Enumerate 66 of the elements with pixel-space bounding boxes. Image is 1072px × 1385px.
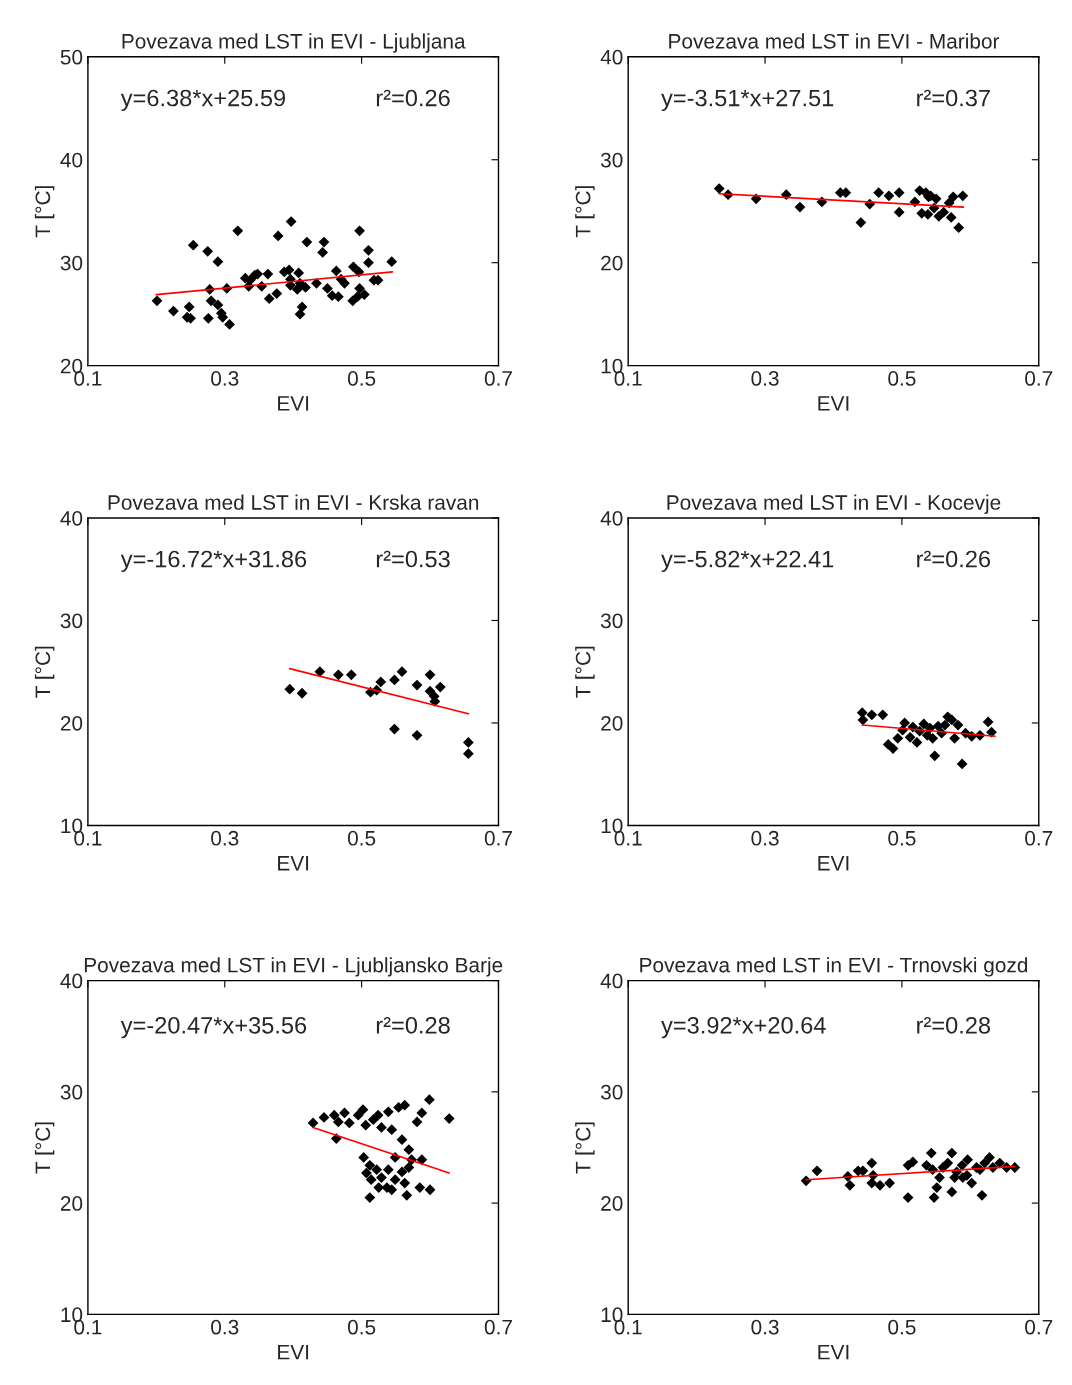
y-axis-title: T [°C]	[575, 1122, 595, 1174]
x-tick-label: 0.3	[751, 830, 779, 846]
y-tick-label: 40	[60, 510, 83, 526]
x-tick-label: 0.5	[888, 371, 916, 386]
x-tick-label: 0.3	[751, 371, 779, 386]
y-tick-label: 30	[600, 1084, 623, 1100]
x-tick-label: 0.5	[347, 371, 376, 386]
annotation: r²=0.28	[917, 1016, 991, 1034]
y-axis-title: T [°C]	[34, 186, 55, 238]
chart-title: Povezava med LST in EVI - Kocevje	[667, 494, 1001, 514]
chart-title: Povezava med LST in EVI - Ljubljansko Barje	[84, 957, 503, 977]
x-tick-label: 0.5	[888, 830, 916, 846]
annotation: r²=0.26	[917, 550, 991, 568]
x-tick-label: 0.7	[484, 371, 512, 386]
x-tick-label: 0.5	[347, 1319, 376, 1335]
annotation: y=3.92*x+20.64	[661, 1016, 826, 1039]
x-tick-label: 0.7	[484, 1319, 512, 1335]
x-axis-title: EVI	[818, 856, 849, 871]
y-tick-label: 20	[60, 715, 83, 731]
annotation: r²=0.53	[376, 550, 450, 568]
x-tick-label: 0.7	[484, 830, 512, 846]
y-axis-title: T [°C]	[34, 1122, 55, 1174]
y-tick-label: 30	[60, 1084, 83, 1100]
annotation: y=6.38*x+25.59	[120, 89, 286, 112]
chart-title: Povezava med LST in EVI - Krska ravan	[108, 494, 479, 510]
y-tick-label: 30	[60, 613, 83, 629]
x-tick-label: 0.3	[211, 830, 239, 846]
x-axis-title: EVI	[278, 856, 309, 871]
x-tick-label: 0.5	[347, 830, 376, 846]
x-tick-label: 0.3	[211, 1319, 239, 1335]
y-tick-label: 20	[601, 255, 623, 271]
y-tick-label: 20	[601, 715, 623, 731]
y-tick-label: 40	[600, 973, 623, 989]
annotation: r²=0.37	[917, 89, 990, 107]
annotation: r²=0.26	[376, 89, 450, 107]
x-tick-label: 0.7	[1025, 1319, 1053, 1335]
y-tick-label: 50	[60, 49, 83, 65]
x-axis-title: EVI	[818, 396, 849, 411]
y-tick-label: 30	[600, 613, 623, 629]
y-tick-label: 40	[60, 152, 83, 168]
x-axis-title: EVI	[278, 1344, 309, 1360]
y-tick-label: 40	[600, 510, 623, 526]
chart-title: Povezava med LST in EVI - Trnovski gozd	[640, 957, 1028, 977]
annotation: y=-3.51*x+27.51	[661, 89, 834, 112]
x-axis-title: EVI	[278, 396, 309, 411]
annotation: r²=0.28	[376, 1016, 450, 1034]
x-tick-label: 0.3	[211, 371, 239, 386]
x-tick-label: 0.5	[888, 1319, 916, 1335]
y-tick-label: 20	[601, 1196, 623, 1211]
x-axis-title: EVI	[818, 1344, 849, 1360]
annotation: y=-20.47*x+35.56	[120, 1016, 307, 1039]
y-axis-title: T [°C]	[575, 646, 595, 698]
annotation: y=-16.72*x+31.86	[120, 550, 307, 573]
chart-title: Povezava med LST in EVI - Ljubljana	[122, 33, 466, 53]
x-tick-label: 0.7	[1025, 371, 1053, 386]
chart-title: Povezava med LST in EVI - Maribor	[669, 33, 1000, 49]
x-tick-label: 0.7	[1025, 830, 1053, 846]
y-tick-label: 40	[60, 973, 83, 989]
y-axis-title: T [°C]	[34, 646, 55, 698]
y-tick-label: 30	[60, 255, 83, 271]
y-tick-label: 30	[600, 152, 623, 168]
y-tick-label: 20	[60, 1196, 83, 1211]
y-tick-label: 40	[600, 49, 623, 65]
x-tick-label: 0.3	[751, 1319, 779, 1335]
annotation: y=-5.82*x+22.41	[661, 550, 834, 573]
y-axis-title: T [°C]	[575, 186, 595, 238]
